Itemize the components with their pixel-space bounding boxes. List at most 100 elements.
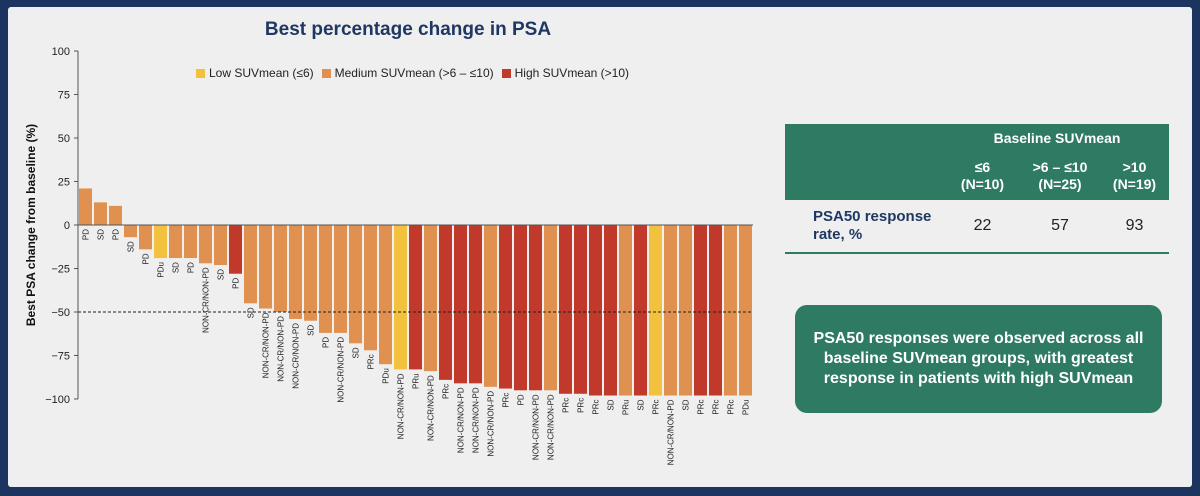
- bar: [679, 225, 692, 396]
- slide: Best percentage change in PSA 100 75 50 25 0…: [8, 7, 1192, 487]
- table-band-row: Baseline SUVmean: [785, 124, 1169, 151]
- bar: [409, 225, 422, 370]
- bar: [619, 225, 632, 396]
- table-cell: 57: [1020, 200, 1100, 254]
- bar-category-label: PD: [112, 229, 121, 240]
- bar-category-label: SD: [607, 399, 616, 410]
- col-header-line1: >10: [1122, 158, 1147, 175]
- bar-category-label: PD: [232, 278, 241, 289]
- bar: [739, 225, 752, 396]
- bar-category-label: PRc: [712, 400, 721, 415]
- bar-category-label: PD: [322, 337, 331, 348]
- col-header-line2: (N=10): [960, 175, 1005, 192]
- bar: [604, 225, 617, 396]
- bar: [649, 225, 662, 396]
- bar-category-label: PD: [517, 394, 526, 405]
- table-cell: 93: [1100, 200, 1169, 254]
- bar: [334, 225, 347, 333]
- bar-category-label: SD: [682, 399, 691, 410]
- bar: [484, 225, 497, 387]
- table-cell: 22: [945, 200, 1020, 254]
- bar-category-label: NON-CR/NON-PD: [292, 323, 301, 389]
- bar: [304, 225, 317, 321]
- bar-category-label: PRc: [502, 393, 511, 408]
- legend-swatch-low: [196, 68, 205, 78]
- bar-category-label: PRc: [367, 354, 376, 369]
- bar: [724, 225, 737, 396]
- legend: Low SUVmean (≤6) Medium SUVmean (>6 – ≤1…: [196, 66, 629, 80]
- bar: [394, 225, 407, 370]
- bar: [709, 225, 722, 396]
- bar-category-label: SD: [127, 241, 136, 252]
- bar: [529, 225, 542, 391]
- legend-swatch-medium: [321, 68, 331, 78]
- table-col-header: ≤6 (N=10): [945, 151, 1020, 200]
- bar-category-label: PD: [82, 229, 91, 240]
- bar-category-label: NON-CR/NON-PD: [547, 394, 556, 460]
- bar: [349, 225, 362, 344]
- y-tick-label: −75: [51, 351, 70, 363]
- bar-category-label: SD: [247, 307, 256, 318]
- bar: [634, 225, 647, 396]
- table-band-header: Baseline SUVmean: [945, 124, 1169, 151]
- bar-category-label: NON-CR/NON-PD: [202, 267, 211, 333]
- bar: [424, 225, 437, 372]
- legend-label-high: High SUVmean (>10): [514, 66, 630, 80]
- callout-box: PSA50 responses were observed across all…: [795, 305, 1162, 413]
- row-label-line2: rate, %: [813, 226, 863, 243]
- bar: [109, 205, 122, 225]
- bar-category-label: SD: [217, 269, 226, 280]
- bar: [694, 225, 707, 396]
- waterfall-chart: 100 75 50 25 0 −25 −50 −75 −100 Best PSA change f…: [24, 46, 753, 465]
- legend-item-medium: Medium SUVmean (>6 – ≤10): [321, 66, 494, 80]
- bar-category-label: PDu: [382, 368, 391, 384]
- y-axis-label: Best PSA change from baseline (%): [24, 124, 38, 326]
- bar-category-label: PRc: [592, 400, 601, 415]
- bar: [244, 225, 257, 304]
- bar: [559, 225, 572, 394]
- bar: [259, 225, 272, 309]
- bar-category-label: NON-CR/NON-PD: [457, 387, 466, 453]
- bar-category-label: NON-CR/NON-PD: [427, 375, 436, 441]
- bar-category-label: PRc: [442, 384, 451, 399]
- response-table: Baseline SUVmean ≤6 (N=10) >6 – ≤10 (N=25)…: [785, 124, 1169, 254]
- bar-category-label: PRc: [727, 400, 736, 415]
- bar: [574, 225, 587, 394]
- bar: [199, 225, 212, 264]
- bar: [514, 225, 527, 391]
- y-tick-label: 100: [52, 46, 70, 58]
- col-header-line1: >6 – ≤10: [1032, 158, 1088, 175]
- bar: [589, 225, 602, 396]
- col-header-line1: ≤6: [974, 158, 991, 175]
- bar-category-label: NON-CR/NON-PD: [532, 394, 541, 460]
- bar: [664, 225, 677, 396]
- bar-category-label: NON-CR/NON-PD: [397, 373, 406, 439]
- col-header-line2: (N=25): [1038, 175, 1082, 192]
- y-tick-label: 50: [58, 133, 70, 145]
- table-blank-cell: [785, 124, 945, 151]
- table-col-header: >10 (N=19): [1100, 151, 1169, 200]
- table-blank-cell: [785, 151, 945, 200]
- bar: [139, 225, 152, 250]
- y-tick-label: −25: [51, 264, 70, 276]
- bar-category-label: SD: [352, 347, 361, 358]
- bar-category-label: SD: [637, 399, 646, 410]
- y-tick-label: −50: [51, 307, 70, 319]
- bar-category-label: NON-CR/NON-PD: [277, 316, 286, 382]
- bar-category-label: NON-CR/NON-PD: [667, 399, 676, 465]
- table-header-row: ≤6 (N=10) >6 – ≤10 (N=25) >10 (N=19): [785, 151, 1169, 200]
- bar: [364, 225, 377, 351]
- bar-category-label: SD: [97, 229, 106, 240]
- bars-group: [78, 188, 753, 396]
- bar-category-label: SD: [307, 324, 316, 335]
- bar-category-label: PRc: [562, 398, 571, 413]
- legend-swatch-high: [501, 68, 511, 78]
- bar: [79, 188, 92, 225]
- bar: [169, 225, 182, 259]
- bar-category-label: PRc: [652, 400, 661, 415]
- y-tick-label: 0: [64, 220, 70, 232]
- table-row-label: PSA50 response rate, %: [785, 200, 945, 254]
- bar-category-label: PDu: [157, 262, 166, 278]
- y-tick-label: 75: [58, 90, 70, 102]
- legend-label-low: Low SUVmean (≤6): [209, 66, 314, 80]
